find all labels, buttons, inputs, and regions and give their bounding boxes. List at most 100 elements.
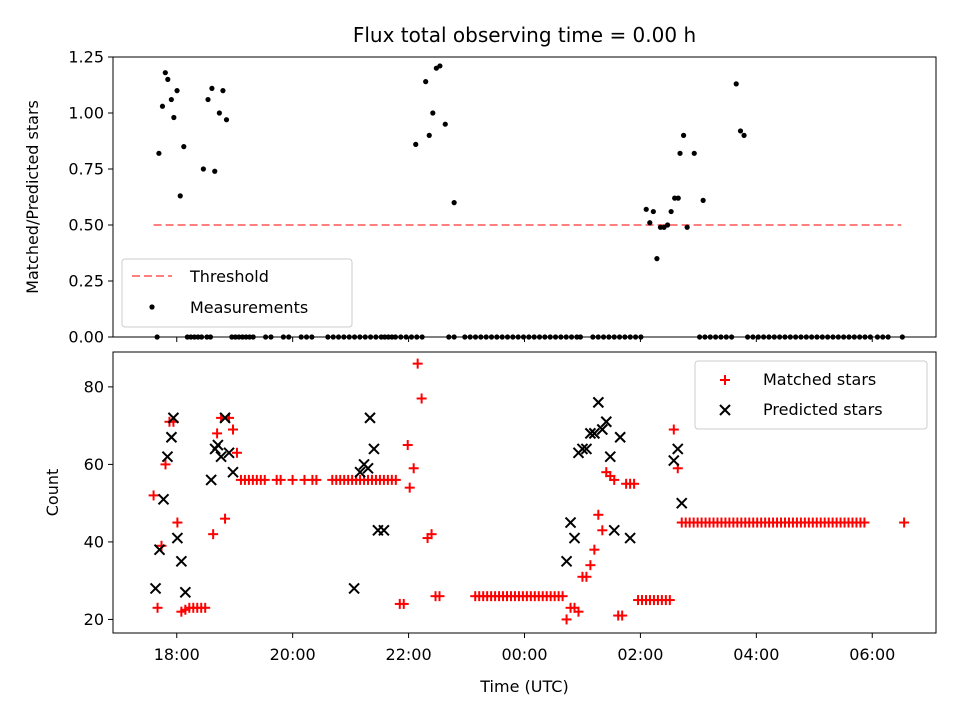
x-b [672, 443, 684, 455]
x-b [560, 555, 573, 568]
x-b [576, 443, 589, 455]
x-tick-label: 00:00 [501, 645, 547, 664]
matched-star-point [172, 517, 183, 528]
x-b [604, 450, 616, 463]
predicted-star-point [223, 447, 235, 459]
x-b [608, 524, 620, 536]
predicted-star-point [175, 555, 188, 568]
x-b [668, 454, 680, 467]
x-b [676, 497, 688, 509]
matched-star-point [426, 529, 437, 540]
predicted-star-point [157, 493, 170, 505]
x-b [614, 431, 626, 443]
matched-star-point [589, 544, 600, 555]
bottom-legend: Matched stars Predicted stars [694, 360, 928, 430]
matched-star-point [899, 517, 910, 528]
predicted-star-point [149, 582, 162, 595]
bottom-x-ticks: 18:00 20:00 22:00 00:00 02:00 04:00 06:00 [154, 633, 895, 664]
bottom-y-axis-label: Count [43, 469, 62, 517]
x-tick-label: 18:00 [154, 645, 200, 664]
top-legend-box [121, 258, 353, 328]
measurement-point [212, 168, 218, 174]
predicted-star-point [219, 412, 231, 424]
matched-star-point [859, 517, 870, 528]
matched-star-point [412, 358, 423, 369]
matched-star-point [573, 606, 584, 617]
predicted-star-point [165, 431, 178, 443]
matched-star-point [208, 529, 219, 540]
measurement-point [174, 88, 180, 94]
bottom-plot-area [148, 358, 910, 625]
predicted-star-point [212, 439, 224, 451]
x-b [165, 431, 178, 443]
x-b [564, 516, 577, 529]
x-b [167, 412, 180, 424]
legend-measurements-label: Measurements [190, 298, 308, 317]
matched-star-point [402, 440, 413, 451]
matched-star-point [220, 513, 231, 524]
predicted-star-point [378, 524, 390, 536]
measurement-point [675, 195, 681, 201]
measurement-point [654, 256, 660, 262]
top-legend: Threshold Measurements [121, 258, 353, 328]
measurement-point [733, 81, 739, 87]
x-axis-label: Time (UTC) [479, 677, 568, 696]
matched-star-point [287, 474, 298, 485]
x-b [205, 474, 217, 486]
measurement-point [657, 224, 664, 230]
x-b [348, 582, 360, 595]
matched-star-point [629, 478, 640, 489]
measurement-point [426, 132, 432, 138]
measurement-point [413, 141, 419, 147]
bottom-y-ticks: 20 40 60 80 [84, 377, 113, 629]
matched-star-point [585, 560, 596, 571]
matched-star-point [416, 393, 427, 404]
x-b [223, 447, 235, 459]
matched-star-point [561, 614, 572, 625]
x-b [175, 555, 188, 568]
predicted-star-point [604, 450, 616, 463]
measurement-point [677, 150, 683, 156]
measurement-point [437, 63, 443, 69]
bottom-y-tick-label: 80 [84, 377, 104, 396]
x-b [580, 443, 593, 455]
predicted-star-point [608, 524, 620, 536]
matched-star-point [617, 610, 628, 621]
x-tick-label: 02:00 [617, 645, 663, 664]
predicted-star-point [354, 466, 366, 478]
measurement-point [668, 208, 674, 215]
predicted-star-point [614, 431, 626, 443]
top-y-tick-label: 0.25 [68, 272, 104, 291]
measurement-point [643, 206, 649, 212]
matched-star-point [311, 474, 322, 485]
predicted-star-point [676, 497, 688, 509]
measurement-point [737, 128, 744, 134]
measurement-point [691, 150, 697, 156]
x-tick-label: 06:00 [849, 645, 895, 664]
x-b [227, 466, 239, 478]
predicted-star-point [624, 532, 636, 544]
matched-star-point [212, 428, 223, 439]
x-b [171, 532, 184, 544]
predicted-star-point [167, 412, 180, 424]
chart-title: Flux total observing time = 0.00 h [353, 23, 696, 47]
legend-predicted-swatch [719, 404, 731, 416]
matched-star-point [200, 602, 211, 613]
x-b [592, 396, 605, 409]
matched-star-point [434, 591, 445, 602]
predicted-star-point [672, 443, 684, 455]
matched-star-point [259, 474, 270, 485]
x-b [378, 524, 390, 536]
measurement-point [216, 110, 222, 116]
matched-star-point [275, 474, 286, 485]
predicted-star-point [560, 555, 573, 568]
predicted-star-point [364, 412, 376, 424]
top-y-tick-label: 1.25 [68, 48, 104, 67]
predicted-star-point [205, 474, 217, 486]
bottom-legend-box [694, 360, 928, 430]
predicted-star-point [576, 443, 589, 455]
bottom-panel: Count Time (UTC) 20 40 60 80 18:00 20:00 22:0… [43, 351, 937, 696]
predicted-star-point [668, 454, 680, 467]
measurement-point [220, 88, 226, 94]
measurement-point [168, 96, 174, 103]
